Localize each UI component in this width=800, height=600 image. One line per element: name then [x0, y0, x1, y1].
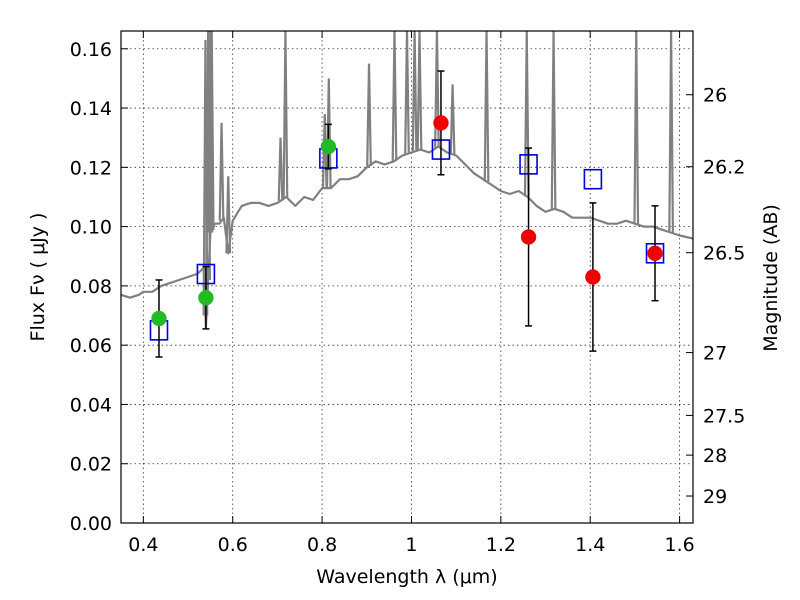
- emission-line: [208, 31, 215, 230]
- y2-tick-label: 26.2: [703, 157, 745, 179]
- y2-tick-label: 26: [703, 85, 727, 107]
- x-axis-label: Wavelength λ (μm): [316, 566, 497, 588]
- emission-line: [366, 63, 372, 166]
- emission-line: [633, 31, 640, 225]
- y-tick-label: 0.16: [70, 39, 112, 61]
- y-tick-label: 0.02: [70, 454, 112, 476]
- emission-line: [483, 31, 490, 182]
- grid: [121, 31, 693, 524]
- observed-flux-point: [320, 138, 337, 155]
- emission-line: [404, 31, 410, 155]
- y-tick-label: 0.00: [70, 513, 112, 535]
- observed-flux-point: [151, 310, 167, 327]
- y-tick-label: 0.08: [70, 276, 112, 298]
- y2-tick-label: 28: [703, 445, 727, 467]
- x-tick-label: 0.8: [307, 534, 337, 556]
- observed-flux-point: [198, 289, 214, 306]
- emission-line: [277, 137, 284, 201]
- x-tick-label: 0.4: [128, 534, 158, 556]
- emission-line: [225, 176, 232, 254]
- y-axis-label: Flux Fν ( μJy ): [27, 213, 49, 342]
- plot-frame: [120, 30, 694, 524]
- observed-flux-point: [520, 229, 537, 245]
- emission-line: [550, 31, 557, 210]
- markers: [149, 70, 665, 358]
- y-tick-label: 0.14: [70, 98, 112, 120]
- y-tick-label: 0.06: [70, 335, 112, 357]
- emission-line: [218, 122, 225, 221]
- y2-tick-label: 26.5: [703, 243, 745, 265]
- emission-line: [282, 31, 289, 198]
- y-tick-label: 0.04: [70, 394, 112, 416]
- x-tick-label: 0.6: [218, 534, 248, 556]
- emission-line: [321, 113, 328, 189]
- observed-flux-point: [585, 269, 601, 285]
- emission-line: [391, 31, 398, 161]
- y2-tick-label: 29: [703, 486, 727, 508]
- emission-line: [668, 31, 674, 233]
- y2-tick-label: 27: [703, 343, 727, 365]
- y2-axis-label: Magnitude (AB): [760, 204, 782, 352]
- emission-line: [449, 84, 456, 155]
- x-tick-label: 1.6: [664, 534, 694, 556]
- model-spectrum: [121, 31, 693, 329]
- x-tick-label: 1.2: [486, 534, 516, 556]
- emission-line: [411, 31, 418, 152]
- y2-tick-label: 27.5: [703, 405, 745, 427]
- emission-line: [523, 31, 530, 197]
- model-flux-square: [583, 168, 603, 190]
- x-tick-label: 1.4: [575, 534, 605, 556]
- ticks: 0.4 0.6 0.8 1 1.2 1.4 1.6 0.00 0.02 0.04 0.06 0.08 0…: [70, 31, 745, 556]
- y-tick-label: 0.12: [70, 157, 112, 179]
- observed-flux-point: [433, 115, 449, 131]
- y-tick-label: 0.10: [70, 217, 112, 239]
- emission-line: [416, 31, 423, 150]
- observed-flux-point: [647, 245, 663, 262]
- emission-line: [434, 31, 440, 148]
- x-tick-label: 1: [405, 534, 417, 556]
